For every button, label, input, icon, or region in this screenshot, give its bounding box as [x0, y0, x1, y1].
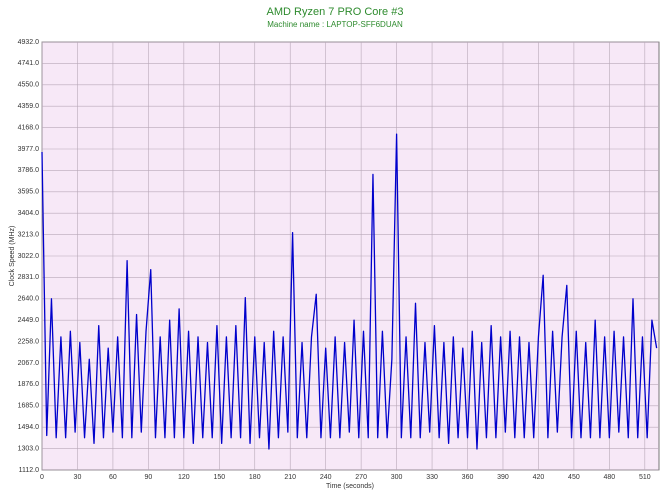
y-tick-label: 3595.0 — [18, 189, 40, 196]
y-tick-label: 1303.0 — [18, 445, 40, 452]
x-tick-label: 210 — [284, 474, 296, 481]
y-tick-label: 2067.0 — [18, 360, 40, 367]
y-tick-label: 4550.0 — [18, 82, 40, 89]
y-tick-label: 2831.0 — [18, 274, 40, 281]
x-tick-label: 360 — [462, 474, 474, 481]
y-tick-label: 1494.0 — [18, 424, 40, 431]
y-tick-label: 3786.0 — [18, 167, 40, 174]
x-tick-label: 420 — [533, 474, 545, 481]
x-tick-label: 450 — [568, 474, 580, 481]
x-tick-label: 390 — [497, 474, 509, 481]
line-series — [41, 133, 658, 450]
y-tick-label: 1685.0 — [18, 403, 40, 410]
y-axis-label: Clock Speed (MHz) — [9, 226, 16, 287]
x-tick-label: 60 — [109, 474, 117, 481]
x-tick-label: 270 — [355, 474, 367, 481]
y-tick-label: 4168.0 — [18, 124, 40, 131]
x-tick-label: 300 — [391, 474, 403, 481]
x-tick-label: 480 — [604, 474, 616, 481]
x-tick-label: 180 — [249, 474, 261, 481]
y-tick-label: 4359.0 — [18, 103, 40, 110]
chart-title: AMD Ryzen 7 PRO Core #3 — [267, 6, 404, 18]
y-tick-label: 3977.0 — [18, 146, 40, 153]
x-axis-label: Time (seconds) — [326, 483, 374, 490]
x-tick-label: 30 — [74, 474, 82, 481]
y-tick-label: 1876.0 — [18, 381, 40, 388]
x-tick-label: 240 — [320, 474, 332, 481]
y-tick-label: 2640.0 — [18, 296, 40, 303]
y-tick-label: 1112.0 — [19, 467, 39, 474]
x-tick-label: 90 — [144, 474, 152, 481]
y-tick-label: 4932.0 — [18, 39, 40, 46]
x-tick-label: 510 — [639, 474, 651, 481]
x-tick-label: 330 — [426, 474, 438, 481]
y-tick-label: 3213.0 — [18, 231, 40, 238]
x-tick-label: 120 — [178, 474, 190, 481]
x-tick-label: 0 — [40, 474, 44, 481]
y-tick-label: 2258.0 — [18, 338, 40, 345]
chart-subtitle: Machine name : LAPTOP-SFF6DUAN — [267, 20, 403, 29]
y-tick-label: 3022.0 — [18, 253, 40, 260]
y-tick-label: 4741.0 — [18, 60, 40, 67]
y-tick-label: 3404.0 — [18, 210, 40, 217]
x-tick-label: 150 — [213, 474, 225, 481]
y-tick-label: 2449.0 — [18, 317, 40, 324]
